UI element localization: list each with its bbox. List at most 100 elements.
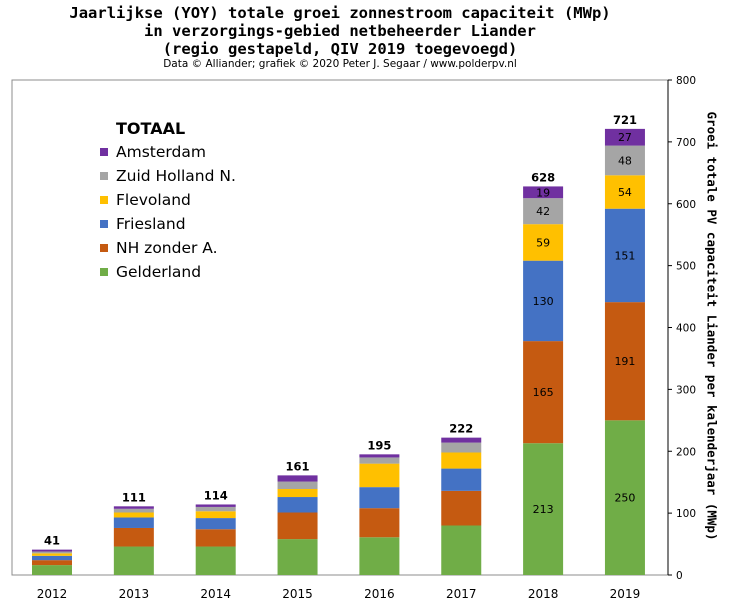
data-label: 213 — [533, 503, 554, 516]
legend-swatch — [100, 172, 108, 180]
total-label: 161 — [286, 459, 310, 473]
bar-segment-nh-zonder-a — [604, 302, 645, 421]
bar-segment-friesland — [604, 208, 645, 303]
bar-stack-2012: 41 — [32, 534, 72, 575]
bar-segment-friesland — [195, 518, 236, 530]
total-label: 222 — [449, 422, 473, 436]
data-label: 59 — [536, 236, 550, 249]
y-tick-label: 0 — [676, 570, 683, 582]
x-tick-label: 2016 — [364, 587, 395, 601]
bar-stack-2015: 161 — [277, 459, 318, 575]
legend-item: Gelderland — [100, 260, 236, 284]
data-label: 48 — [618, 154, 632, 167]
total-label: 114 — [204, 488, 228, 502]
bar-segment-gelderland — [195, 546, 236, 575]
bar-segment-gelderland — [523, 443, 564, 575]
y-tick-label: 400 — [676, 323, 696, 335]
bar-segment-zuid-holland-n — [604, 145, 645, 176]
bar-segment-zuid-holland-n — [32, 551, 72, 554]
legend-label: Friesland — [116, 215, 186, 233]
x-tick-label: 2015 — [282, 587, 313, 601]
y-axis: 0 100 200 300 400 500 600 700 800 — [668, 75, 696, 582]
bar-stack-2019: 250 191 151 54 48 27 721 — [604, 113, 645, 575]
y-tick-label: 200 — [676, 446, 696, 458]
legend-title: TOTAAL — [116, 119, 186, 138]
x-tick-label: 2019 — [610, 587, 641, 601]
bar-segment-friesland — [277, 497, 318, 513]
bar-segment-zuid-holland-n — [195, 506, 236, 512]
bar-segment-amsterdam — [277, 475, 318, 482]
legend-item: Flevoland — [100, 188, 236, 212]
y-tick-label: 700 — [676, 137, 696, 149]
x-tick-label: 2018 — [528, 587, 559, 601]
data-label: 165 — [533, 386, 554, 399]
bar-segment-friesland — [32, 555, 72, 561]
legend-label: Flevoland — [116, 191, 191, 209]
data-label: 250 — [614, 492, 635, 505]
bar-segment-amsterdam — [32, 549, 72, 552]
bar-segment-flevoland — [113, 512, 154, 518]
bar-segment-zuid-holland-n — [523, 198, 564, 225]
bar-stack-2014: 114 — [195, 488, 236, 575]
bar-segment-gelderland — [32, 565, 72, 575]
bar-segment-amsterdam — [441, 437, 482, 443]
total-label: 628 — [531, 170, 555, 184]
x-tick-label: 2014 — [200, 587, 231, 601]
x-tick-label: 2017 — [446, 587, 477, 601]
bar-segment-zuid-holland-n — [359, 457, 400, 464]
y-tick-label: 600 — [676, 199, 696, 211]
bar-stack-2017: 222 — [441, 422, 482, 575]
chart-title-block: Jaarlijkse (YOY) totale groei zonnestroo… — [0, 4, 680, 71]
bar-segment-zuid-holland-n — [277, 481, 318, 489]
data-label: 54 — [618, 186, 632, 199]
bar-segment-zuid-holland-n — [113, 508, 154, 513]
total-label: 195 — [367, 438, 391, 452]
bar-segment-nh-zonder-a — [277, 512, 318, 540]
legend-item: Zuid Holland N. — [100, 164, 236, 188]
bar-segment-amsterdam — [113, 506, 154, 509]
data-label: 191 — [614, 355, 635, 368]
legend-items: Amsterdam Zuid Holland N. Flevoland Friesla… — [100, 140, 236, 284]
chart-title-line-1: Jaarlijkse (YOY) totale groei zonnestroo… — [69, 4, 611, 22]
bar-segment-friesland — [113, 517, 154, 528]
bar-segment-gelderland — [604, 420, 645, 575]
data-label: 27 — [618, 131, 632, 144]
bar-segment-amsterdam — [195, 504, 236, 507]
y-tick-label: 100 — [676, 508, 696, 520]
bar-segment-friesland — [441, 468, 482, 491]
bar-stack-2018: 213 165 130 59 42 19 628 — [523, 170, 564, 575]
legend-swatch — [100, 196, 108, 204]
bar-segment-nh-zonder-a — [32, 560, 72, 566]
legend-swatch — [100, 220, 108, 228]
x-tick-label: 2013 — [119, 587, 150, 601]
data-label: 130 — [533, 295, 554, 308]
bar-segment-flevoland — [604, 175, 645, 209]
bar-segment-nh-zonder-a — [441, 490, 482, 526]
bar-segment-friesland — [359, 487, 400, 509]
bar-segment-friesland — [523, 260, 564, 342]
bar-segment-gelderland — [359, 537, 400, 575]
bar-segment-nh-zonder-a — [359, 508, 400, 538]
total-label: 111 — [122, 490, 146, 504]
data-label: 151 — [614, 249, 635, 262]
bar-segment-gelderland — [277, 539, 318, 575]
bar-segment-flevoland — [32, 553, 72, 556]
legend-swatch — [100, 268, 108, 276]
x-tick-label: 2012 — [37, 587, 68, 601]
bar-segment-nh-zonder-a — [113, 527, 154, 547]
legend-swatch — [100, 148, 108, 156]
y-tick-label: 800 — [676, 75, 696, 87]
bar-segment-nh-zonder-a — [195, 529, 236, 547]
legend-label: NH zonder A. — [116, 239, 218, 257]
bar-segment-flevoland — [195, 511, 236, 519]
bar-segment-gelderland — [113, 546, 154, 575]
bar-segment-amsterdam — [604, 128, 645, 146]
bar-segment-flevoland — [523, 224, 564, 261]
legend-item: NH zonder A. — [100, 236, 236, 260]
legend-label: Amsterdam — [116, 143, 206, 161]
chart-subtitle: Data © Alliander; grafiek © 2020 Peter J… — [163, 58, 517, 70]
data-label: 19 — [536, 186, 550, 199]
total-label: 721 — [613, 113, 637, 127]
data-label: 42 — [536, 205, 550, 218]
